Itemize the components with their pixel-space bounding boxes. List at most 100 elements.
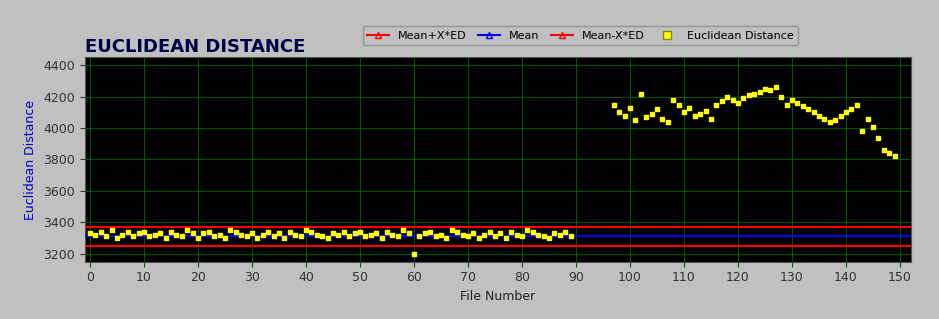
Point [487, 234, 502, 239]
Point [136, 229, 151, 234]
Point [784, 97, 799, 102]
Point [374, 235, 389, 241]
Point [482, 229, 497, 234]
Point [244, 231, 259, 236]
Point [790, 100, 805, 106]
Point [628, 118, 643, 123]
Point [99, 234, 114, 239]
Point [611, 110, 626, 115]
Point [223, 228, 238, 233]
Point [179, 228, 194, 233]
Point [385, 232, 400, 237]
Point [811, 113, 826, 118]
Point [115, 232, 130, 237]
Point [417, 231, 432, 236]
Point [352, 229, 367, 234]
Point [698, 108, 713, 113]
Point [261, 229, 276, 234]
Point [546, 231, 562, 236]
Point [719, 94, 734, 99]
Point [207, 234, 222, 239]
Point [552, 232, 567, 237]
Point [304, 229, 319, 234]
Point [515, 234, 530, 239]
Point [104, 228, 119, 233]
Point [191, 235, 206, 241]
Point [563, 234, 578, 239]
Point [731, 100, 746, 106]
Point [196, 231, 211, 236]
Point [650, 107, 665, 112]
Point [401, 231, 416, 236]
Point [666, 97, 681, 102]
Point [423, 229, 438, 234]
Point [347, 231, 362, 236]
Point [363, 232, 378, 237]
Point [639, 115, 654, 120]
Point [725, 97, 740, 102]
Point [779, 102, 794, 107]
Point [153, 231, 168, 236]
Point [120, 229, 135, 234]
Point [110, 235, 125, 241]
Point [687, 113, 702, 118]
Point [93, 229, 108, 234]
Point [175, 234, 190, 239]
Point [455, 232, 470, 237]
Point [439, 235, 454, 241]
Point [331, 232, 346, 237]
Point [163, 229, 178, 234]
Point [131, 231, 146, 236]
Point [854, 129, 870, 134]
Point [293, 234, 308, 239]
Point [866, 124, 881, 129]
Point [434, 232, 449, 237]
Y-axis label: Euclidean Distance: Euclidean Distance [24, 100, 38, 219]
Point [558, 229, 573, 234]
Point [466, 231, 481, 236]
Point [676, 110, 691, 115]
Point [633, 91, 648, 96]
Point [882, 151, 897, 156]
X-axis label: File Number: File Number [460, 290, 535, 303]
Point [536, 234, 551, 239]
Point [817, 116, 832, 121]
Point [849, 102, 864, 107]
Point [428, 234, 443, 239]
Point [283, 229, 298, 234]
Point [391, 234, 406, 239]
Point [660, 119, 675, 124]
Point [460, 234, 475, 239]
Point [833, 113, 848, 118]
Point [395, 228, 410, 233]
Point [266, 234, 281, 239]
Point [715, 99, 730, 104]
Point [358, 234, 373, 239]
Text: EUCLIDEAN DISTANCE: EUCLIDEAN DISTANCE [85, 38, 305, 56]
Point [147, 232, 162, 237]
Point [169, 232, 184, 237]
Point [450, 229, 465, 234]
Point [703, 116, 718, 121]
Point [185, 231, 200, 236]
Point [736, 96, 751, 101]
Point [126, 234, 141, 239]
Point [287, 232, 302, 237]
Point [218, 235, 233, 241]
Point [876, 147, 891, 152]
Point [860, 116, 875, 121]
Point [471, 235, 486, 241]
Point [870, 135, 885, 140]
Point [369, 231, 384, 236]
Point [758, 86, 773, 91]
Point [493, 231, 508, 236]
Point [271, 231, 286, 236]
Point [444, 228, 459, 233]
Point [234, 232, 249, 237]
Point [212, 232, 227, 237]
Point [644, 111, 659, 116]
Point [277, 235, 292, 241]
Point [379, 229, 394, 234]
Point [503, 229, 518, 234]
Point [412, 234, 427, 239]
